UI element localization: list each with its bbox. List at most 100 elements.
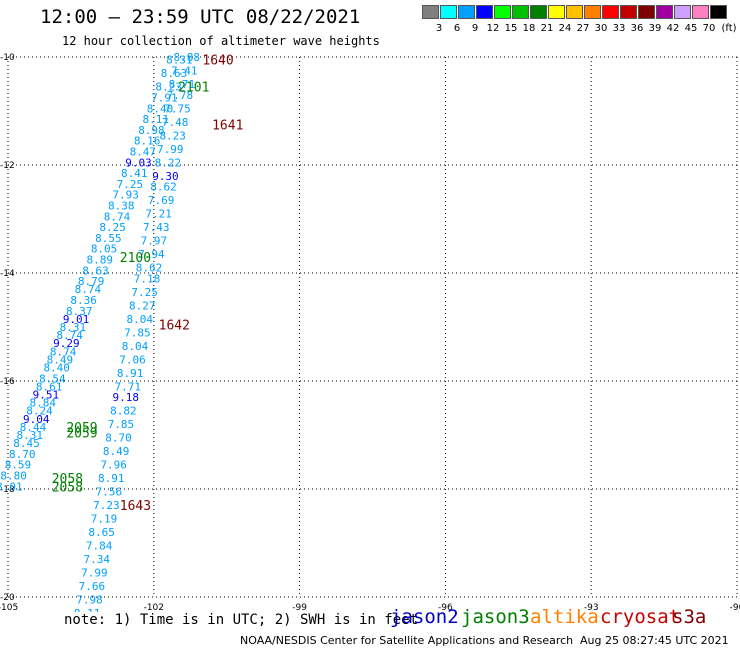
colorbar-label: 36	[630, 23, 644, 34]
wave-height-value: 7.43	[143, 221, 170, 234]
wave-height-value: 7.06	[119, 353, 146, 366]
wave-height-value: 9.51	[33, 389, 60, 402]
wave-height-value: 8.71	[169, 78, 196, 91]
colorbar-label: 3	[435, 23, 443, 34]
wave-height-value: 7.19	[91, 513, 118, 526]
wave-height-value: 8.91	[98, 472, 125, 485]
chart-subtitle: 12 hour collection of altimeter wave hei…	[62, 34, 380, 48]
colorbar-swatch	[458, 5, 475, 19]
x-tick-label: -90	[730, 603, 740, 612]
wave-height-value: 7.25	[131, 286, 158, 299]
wave-height-value: 9.30	[152, 170, 179, 183]
colorbar-swatch	[692, 5, 709, 19]
wave-height-value: 8.88	[173, 51, 200, 64]
colorbar-label: 30	[594, 23, 608, 34]
wave-height-value: 9.03	[125, 156, 152, 169]
wave-height-value: 7.98	[76, 594, 103, 607]
wave-height-value: 8.40	[43, 362, 70, 375]
x-tick-label: -93	[584, 603, 599, 612]
pass-time-label: 1642	[159, 318, 190, 333]
wave-height-value: 8.47	[130, 146, 157, 159]
wave-height-value: 8.05	[91, 243, 118, 256]
chart-title: 12:00 – 23:59 UTC 08/22/2021	[40, 6, 361, 28]
wave-height-value: 7.23	[93, 499, 120, 512]
wave-height-value: 8.36	[70, 294, 97, 307]
wave-height-value: 7.56	[96, 486, 123, 499]
wave-height-value: 7.34	[84, 553, 111, 566]
wave-height-value: 7.91	[151, 92, 178, 105]
pass-time-label: 2100	[120, 251, 151, 266]
colorbar-swatch	[638, 5, 655, 19]
colorbar-label: 9	[471, 23, 479, 34]
wave-height-value: 8.25	[99, 221, 126, 234]
colorbar-swatch	[548, 5, 565, 19]
colorbar-swatch	[440, 5, 457, 19]
wave-height-value: 8.27	[129, 299, 156, 312]
generated-timestamp: Aug 25 08:27:45 UTC 2021	[580, 634, 729, 647]
wave-height-value: 7.69	[148, 194, 175, 207]
x-tick-label: -99	[292, 603, 307, 612]
wave-height-value: 8.74	[75, 283, 102, 296]
colorbar-label: 45	[684, 23, 698, 34]
colorbar-swatch	[530, 5, 547, 19]
pass-time-label: 1640	[202, 54, 233, 69]
footer-note: note: 1) Time is in UTC; 2) SWH is in fe…	[64, 612, 419, 628]
colorbar-label: 24	[558, 23, 572, 34]
wave-height-value: 7.99	[157, 143, 184, 156]
wave-height-value: 8.11	[74, 607, 101, 612]
colorbar-swatch	[476, 5, 493, 19]
wave-height-value: 8.04	[122, 340, 149, 353]
wave-height-value: 7.78	[167, 89, 194, 102]
wave-height-value: 8.98	[138, 124, 165, 137]
colorbar-swatch	[512, 5, 529, 19]
wave-height-value: 7.85	[108, 418, 135, 431]
wave-height-value: 8.23	[155, 81, 182, 94]
pass-time-label: 2058	[52, 472, 83, 487]
wave-height-value: 8.61	[36, 380, 63, 393]
colorbar-swatch	[422, 5, 439, 19]
wave-height-value: 8.24	[26, 405, 53, 418]
wave-height-value: 8.65	[88, 526, 115, 539]
colorbar-swatch	[674, 5, 691, 19]
pass-time-label: 1641	[212, 119, 243, 134]
wave-height-value: 8.38	[108, 200, 135, 213]
wave-height-value: 8.23	[159, 129, 186, 142]
y-tick-label: -20	[0, 593, 15, 603]
colorbar-swatch	[656, 5, 673, 19]
satellite-legend-altika: altika	[530, 606, 599, 628]
wave-height-value: 8.63	[161, 67, 188, 80]
wave-height-value: 8.44	[20, 421, 47, 434]
wave-height-value: 8.41	[121, 167, 148, 180]
satellite-legend-s3a: s3a	[672, 606, 707, 628]
wave-height-value: 8.89	[87, 254, 114, 267]
wave-height-value: 8.49	[103, 445, 130, 458]
pass-time-label: 2101	[178, 81, 209, 96]
wave-height-value: 8.37	[66, 305, 93, 318]
wave-height-value: 8.04	[127, 313, 154, 326]
wave-height-value: 7.48	[162, 116, 189, 129]
colorbar-label: 12	[486, 23, 500, 34]
x-tick-label: -102	[144, 603, 164, 612]
colorbar-label: 18	[522, 23, 536, 34]
pass-time-label: 2059	[66, 426, 97, 441]
wave-height-value: 8.91	[117, 367, 144, 380]
wave-height-value: 8.74	[50, 345, 77, 358]
wave-height-value: 8.11	[142, 113, 169, 126]
colorbar-swatch	[602, 5, 619, 19]
colorbar-swatch	[620, 5, 637, 19]
pass-time-label: 2058	[52, 480, 83, 495]
colorbar-swatch	[494, 5, 511, 19]
wave-height-value: 9.01	[63, 313, 90, 326]
wave-height-value: 8.49	[47, 353, 74, 366]
wave-height-value: 7.96	[100, 459, 127, 472]
colorbar-swatch	[584, 5, 601, 19]
wave-height-value: 7.25	[117, 178, 144, 191]
wave-height-value: 8.82	[110, 405, 137, 418]
wave-height-value: 8.84	[29, 397, 56, 410]
wave-height-value: 8.70	[9, 448, 36, 461]
y-tick-label: -12	[0, 161, 15, 171]
wave-height-value: 8.31	[166, 54, 193, 67]
wave-height-value: 7.97	[141, 235, 168, 248]
wave-height-value: 8.31	[17, 429, 44, 442]
wave-height-value: 9.29	[53, 337, 80, 350]
